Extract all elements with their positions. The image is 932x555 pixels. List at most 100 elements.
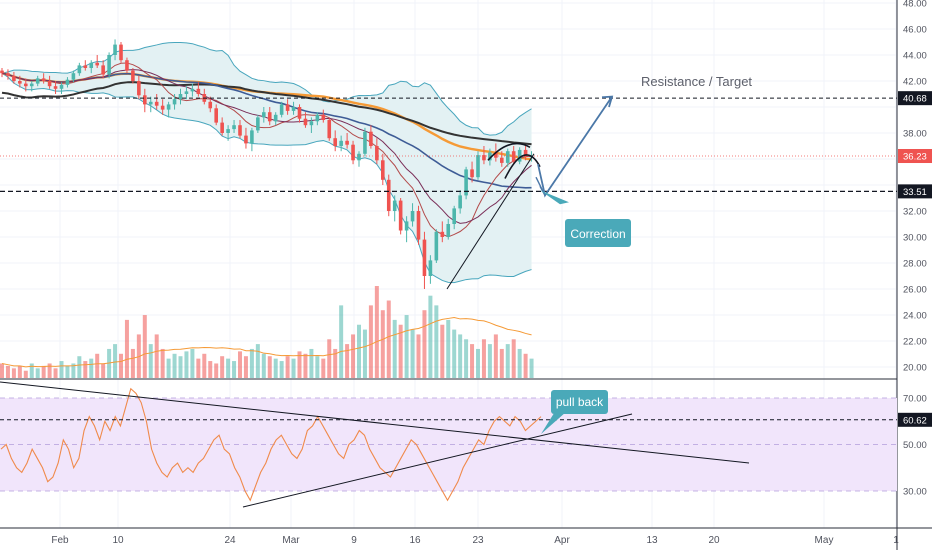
y-tick-label: 26.00 <box>903 285 927 296</box>
candle-body <box>386 179 391 211</box>
candle-body <box>428 260 433 276</box>
x-tick-label: 20 <box>708 535 720 546</box>
candle-body <box>125 60 129 71</box>
volume-bar <box>65 365 70 378</box>
volume-bar <box>196 358 201 378</box>
volume-bar <box>446 319 451 378</box>
volume-bar <box>291 358 296 378</box>
resistance-target-label: Resistance / Target <box>641 74 752 89</box>
volume-bar <box>327 339 332 378</box>
candle-body <box>523 149 528 157</box>
rally-trendline <box>446 153 535 290</box>
candle-body <box>77 65 82 74</box>
candle-body <box>351 144 355 161</box>
volume-bar <box>357 324 361 378</box>
candle-body <box>6 73 10 76</box>
volume-bar <box>83 361 88 378</box>
volume-bar <box>232 361 237 378</box>
candle-body <box>232 125 236 130</box>
candle-body <box>35 78 40 84</box>
volume-bar <box>160 348 165 378</box>
ma-black <box>1 81 532 146</box>
volume-bar <box>172 353 177 378</box>
volume-bar <box>113 344 118 378</box>
correction-callout <box>565 219 631 247</box>
volume-bar <box>95 353 100 378</box>
candle-body <box>464 169 468 196</box>
y-tick-label: 32.00 <box>903 207 927 218</box>
candle-body <box>410 211 415 222</box>
last-price-tag-bg <box>898 149 932 164</box>
shoulder-curve <box>504 154 541 179</box>
volume-bar <box>190 348 195 378</box>
candle-body <box>59 84 64 89</box>
candle-body <box>321 114 326 120</box>
x-tick-label: 24 <box>224 535 236 546</box>
y-tick-label: 38.00 <box>903 129 927 140</box>
x-tick-label: 16 <box>409 535 421 546</box>
support-price-tag: 33.51 <box>903 187 927 198</box>
y-tick-label: 30.00 <box>903 233 927 244</box>
candle-body <box>238 125 242 136</box>
ma-blue <box>1 72 532 189</box>
volume-bar <box>119 353 123 378</box>
candle-body <box>154 101 159 106</box>
candle-body <box>309 121 314 126</box>
rsi-layer <box>0 387 897 502</box>
volume-bar <box>493 334 498 378</box>
volume-bar <box>529 358 534 378</box>
volume-bar <box>321 358 326 378</box>
volume-bar <box>398 324 403 378</box>
candle-body <box>113 44 117 55</box>
volume-bar <box>148 344 153 378</box>
volume-bar <box>142 315 147 378</box>
volume-bar <box>333 348 338 378</box>
x-tick-label: Mar <box>282 535 300 546</box>
candle-body <box>262 112 266 118</box>
volume-bar <box>53 368 58 378</box>
candle-body <box>434 231 439 261</box>
volume-bar <box>428 295 433 378</box>
y-tick-label: 44.00 <box>903 51 927 62</box>
candle-body <box>0 70 4 74</box>
volume-bar <box>238 351 242 378</box>
candle-body <box>71 73 76 80</box>
candle-body <box>303 118 308 126</box>
candle-body <box>279 104 284 115</box>
correction-callout-tail <box>540 190 569 205</box>
candle-body <box>137 81 141 96</box>
candle-body <box>494 152 498 158</box>
volume-bar <box>440 324 445 378</box>
volume-bar <box>243 356 248 378</box>
volume-bar <box>303 353 308 378</box>
candle-body <box>131 70 135 81</box>
x-tick-label: 10 <box>112 535 124 546</box>
candle-body <box>363 131 367 154</box>
axis-layer: 20.00 22.00 24.00 26.00 28.00 30.00 32.00 38.00… <box>51 0 932 546</box>
correction-arrowhead <box>535 176 546 196</box>
x-tick-label: 23 <box>472 535 484 546</box>
volume-bar <box>0 363 4 378</box>
x-tick-label: 9 <box>351 535 357 546</box>
candle-body <box>482 155 486 161</box>
rsi-tick-label: 70.00 <box>903 394 927 405</box>
y-tick-label: 42.00 <box>903 77 927 88</box>
candle-body <box>505 151 510 163</box>
volume-bar <box>392 319 397 378</box>
rsi-up-trendline <box>242 413 633 508</box>
candle-body <box>24 83 28 87</box>
volume-bar <box>517 348 522 378</box>
candle-body <box>244 135 248 144</box>
pullback-callout <box>551 390 608 414</box>
candle-body <box>214 108 218 123</box>
candle-body <box>172 99 177 105</box>
volume-bar <box>368 305 373 378</box>
candle-body <box>446 224 451 237</box>
candle-body <box>143 95 147 105</box>
candle-body <box>256 117 260 131</box>
candle-body <box>208 101 213 109</box>
pullback-callout-tail <box>541 410 566 434</box>
volume-bar <box>184 351 189 378</box>
volume-bar <box>339 305 344 378</box>
volume-bar <box>351 334 356 378</box>
